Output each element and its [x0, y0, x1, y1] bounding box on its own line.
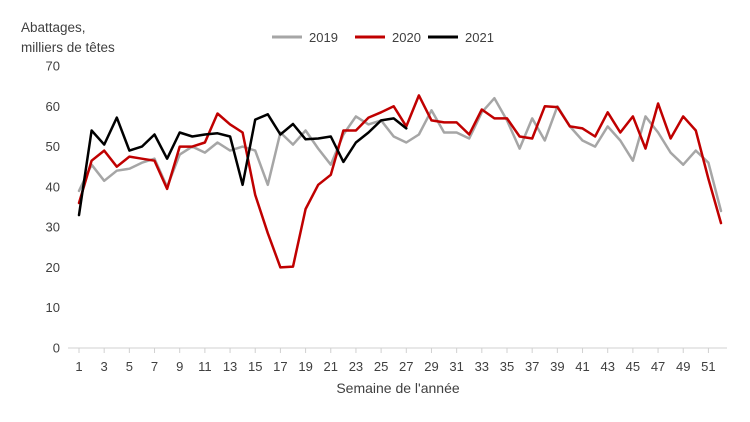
- x-tick-label: 15: [248, 359, 262, 374]
- x-tick-label: 31: [449, 359, 463, 374]
- y-axis-title-line-1: Abattages,: [21, 20, 86, 35]
- legend: 2019 2020 2021: [272, 30, 494, 45]
- x-tick-label: 47: [651, 359, 665, 374]
- x-tick-label: 17: [273, 359, 287, 374]
- y-tick-label: 50: [46, 139, 60, 154]
- x-axis-title: Semaine de l'année: [336, 380, 460, 396]
- x-tick-label: 1: [75, 359, 82, 374]
- x-tick-label: 45: [626, 359, 640, 374]
- x-tick-label: 25: [374, 359, 388, 374]
- series-line-2020: [77, 94, 723, 269]
- y-tick-label: 30: [46, 220, 60, 235]
- x-tick-label: 9: [176, 359, 183, 374]
- x-tick-label: 37: [525, 359, 539, 374]
- x-tick-label: 41: [575, 359, 589, 374]
- x-tick-label: 29: [424, 359, 438, 374]
- x-tick-label: 5: [126, 359, 133, 374]
- x-tick-label: 7: [151, 359, 158, 374]
- legend-label-2020: 2020: [392, 30, 421, 45]
- y-tick-label: 60: [46, 99, 60, 114]
- y-tick-label: 70: [46, 59, 60, 74]
- y-axis-title-line-2: milliers de têtes: [21, 40, 115, 55]
- series-line-2019: [77, 96, 723, 213]
- legend-label-2021: 2021: [465, 30, 494, 45]
- y-tick-label: 40: [46, 179, 60, 194]
- x-axis-ticks: 1 3 5 7 9 11 13 15 17 19 21 23 25 27 29 31 33 35 37 39 41 43 4…: [75, 348, 716, 374]
- x-tick-label: 39: [550, 359, 564, 374]
- series-line-2021: [77, 113, 408, 217]
- x-tick-label: 19: [298, 359, 312, 374]
- x-tick-label: 33: [475, 359, 489, 374]
- x-tick-label: 35: [500, 359, 514, 374]
- y-axis-ticks: 0 10 20 30 40 50 60 70: [46, 59, 60, 356]
- x-tick-label: 23: [349, 359, 363, 374]
- y-tick-label: 0: [53, 341, 60, 356]
- x-tick-label: 43: [600, 359, 614, 374]
- series-lines: [77, 94, 723, 269]
- x-tick-label: 49: [676, 359, 690, 374]
- x-tick-label: 51: [701, 359, 715, 374]
- x-tick-label: 13: [223, 359, 237, 374]
- x-tick-label: 27: [399, 359, 413, 374]
- legend-label-2019: 2019: [309, 30, 338, 45]
- y-tick-label: 10: [46, 300, 60, 315]
- x-tick-label: 3: [101, 359, 108, 374]
- x-tick-label: 11: [198, 359, 212, 374]
- x-tick-label: 21: [324, 359, 338, 374]
- y-tick-label: 20: [46, 260, 60, 275]
